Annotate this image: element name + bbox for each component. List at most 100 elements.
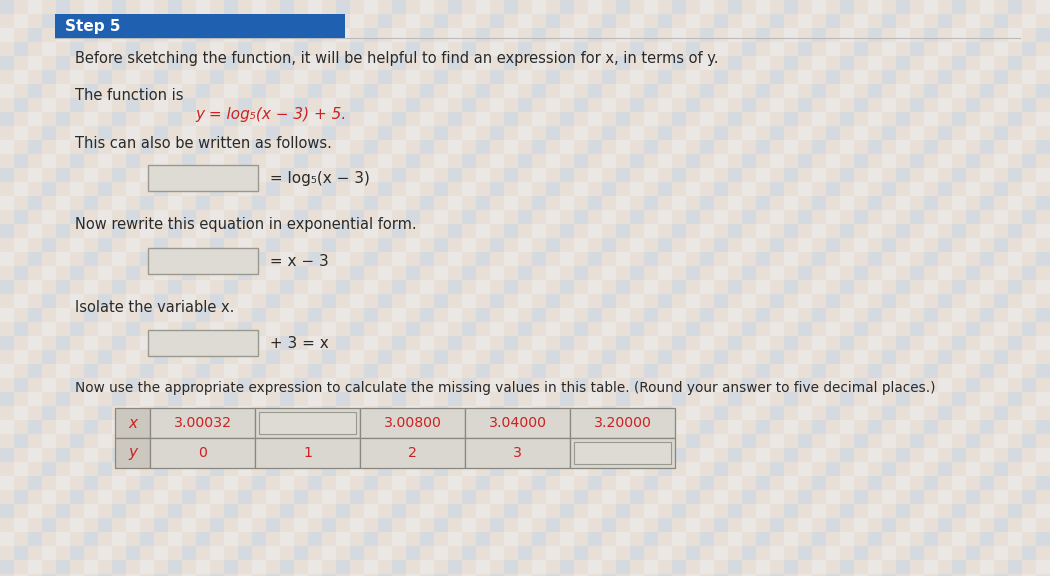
Bar [630,112,644,126]
Bar [868,70,882,84]
Bar [532,420,546,434]
Bar [1036,70,1050,84]
Bar [882,224,896,238]
Bar [168,210,182,224]
Bar [910,70,924,84]
Bar [868,84,882,98]
Bar [910,154,924,168]
Bar [882,448,896,462]
Bar [854,252,868,266]
Bar [434,574,448,576]
Bar [658,42,672,56]
Bar [574,224,588,238]
Bar [462,28,476,42]
Bar [56,322,70,336]
Bar [350,420,364,434]
Bar [602,196,616,210]
Bar [294,490,308,504]
Bar [728,56,742,70]
Bar [252,28,266,42]
Bar [854,378,868,392]
Bar [854,476,868,490]
Bar [490,168,504,182]
Bar [56,154,70,168]
Bar [924,182,938,196]
Bar [196,266,210,280]
Bar [238,322,252,336]
Bar [658,266,672,280]
Bar [658,0,672,14]
Bar [630,42,644,56]
Bar [672,406,686,420]
Bar [812,98,826,112]
Bar [448,252,462,266]
Bar [952,42,966,56]
Bar [826,336,840,350]
Bar [434,196,448,210]
Bar [840,196,854,210]
Bar [770,196,784,210]
Bar [14,476,28,490]
Bar [966,56,980,70]
Bar [910,56,924,70]
Bar [28,14,42,28]
Bar [742,546,756,560]
Bar [168,308,182,322]
Bar [364,336,378,350]
Bar [700,140,714,154]
Bar [966,196,980,210]
Bar [0,112,14,126]
Bar [280,196,294,210]
Bar [0,350,14,364]
Text: Isolate the variable x.: Isolate the variable x. [75,301,234,316]
Bar [252,378,266,392]
Bar [70,182,84,196]
Bar [1036,504,1050,518]
Bar [364,574,378,576]
Bar [210,0,224,14]
Bar [616,42,630,56]
Bar [966,322,980,336]
Bar [910,168,924,182]
Bar [518,294,532,308]
Bar [602,224,616,238]
Bar [840,462,854,476]
Bar [406,42,420,56]
Bar [812,322,826,336]
Bar [224,70,238,84]
Bar [784,294,798,308]
Bar [896,322,910,336]
Bar [854,98,868,112]
Bar [336,560,350,574]
Bar [574,112,588,126]
Bar [112,476,126,490]
Bar [714,112,728,126]
Bar [70,252,84,266]
Bar [896,224,910,238]
Bar [574,210,588,224]
Bar [490,70,504,84]
Bar [630,518,644,532]
Bar [784,490,798,504]
Bar [112,392,126,406]
Bar [570,438,675,468]
Bar [308,252,322,266]
Bar [1022,196,1036,210]
Bar [490,238,504,252]
Bar [28,224,42,238]
Bar [742,378,756,392]
Bar [392,308,406,322]
Bar [938,392,952,406]
Bar [1008,574,1022,576]
Bar [0,532,14,546]
Bar [70,350,84,364]
Bar [644,294,658,308]
Bar [336,126,350,140]
Bar [252,112,266,126]
Bar [994,462,1008,476]
Bar [448,14,462,28]
Bar [182,392,196,406]
Bar [882,476,896,490]
Bar [364,560,378,574]
Bar [798,434,812,448]
